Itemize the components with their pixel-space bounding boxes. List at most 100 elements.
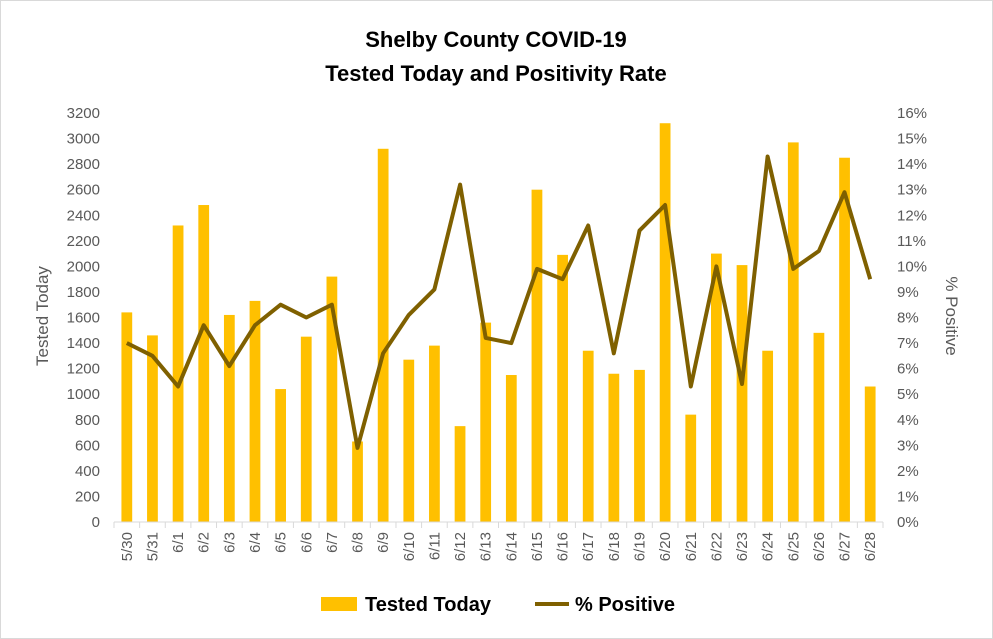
left-axis-tick-label: 2200 bbox=[67, 233, 100, 250]
x-axis-tick-marks bbox=[113, 522, 884, 528]
chart-title-line-1: Shelby County COVID-19 bbox=[365, 27, 627, 52]
right-axis-tick-label: 12% bbox=[897, 207, 927, 224]
x-axis-tick-label: 6/11 bbox=[426, 532, 443, 560]
bar-tested-today bbox=[147, 335, 158, 522]
x-axis-tick-label: 6/28 bbox=[862, 532, 879, 561]
bar-tested-today bbox=[454, 426, 466, 522]
right-axis-tick-label: 1% bbox=[897, 488, 919, 505]
left-axis-tick-label: 200 bbox=[75, 488, 100, 505]
bar-tested-today bbox=[608, 373, 620, 522]
left-axis-tick-label: 3200 bbox=[67, 105, 100, 122]
bar-tested-today bbox=[223, 314, 235, 522]
legend-label-tested-today: Tested Today bbox=[365, 594, 492, 616]
bar-tested-today bbox=[839, 157, 850, 522]
chart-title-line-2: Tested Today and Positivity Rate bbox=[325, 61, 666, 86]
bar-tested-today bbox=[352, 441, 363, 522]
bar-tested-today bbox=[121, 312, 133, 522]
bar-tested-today bbox=[557, 254, 568, 522]
left-axis-tick-label: 1400 bbox=[67, 335, 100, 352]
right-axis-title: % Positive bbox=[942, 276, 961, 355]
bar-tested-today bbox=[300, 336, 312, 522]
right-axis-tick-label: 4% bbox=[897, 412, 919, 429]
x-axis-tick-label: 6/1 bbox=[170, 532, 187, 553]
x-axis-tick-label: 6/5 bbox=[273, 532, 290, 553]
x-axis-tick-label: 6/14 bbox=[503, 532, 520, 561]
x-axis-tick-label: 6/2 bbox=[196, 532, 213, 553]
x-axis-tick-label: 6/25 bbox=[785, 532, 802, 561]
legend-label-percent-positive: % Positive bbox=[575, 594, 675, 616]
bar-tested-today bbox=[711, 253, 722, 522]
x-axis-tick-label: 6/20 bbox=[657, 532, 674, 561]
left-axis-tick-label: 2400 bbox=[67, 207, 100, 224]
x-axis-tick-label: 6/23 bbox=[734, 532, 751, 561]
bar-tested-today bbox=[249, 300, 261, 522]
bar-tested-today bbox=[787, 142, 799, 522]
bar-tested-today bbox=[864, 386, 876, 522]
legend-swatch-tested-today bbox=[321, 597, 357, 611]
left-axis-tick-label: 400 bbox=[75, 463, 100, 480]
x-axis-tick-label: 6/15 bbox=[529, 532, 546, 561]
right-axis-tick-label: 16% bbox=[897, 105, 927, 122]
right-axis-tick-label: 5% bbox=[897, 386, 919, 403]
right-axis-tick-label: 13% bbox=[897, 182, 927, 199]
right-axis-tick-label: 10% bbox=[897, 258, 927, 275]
bar-tested-today bbox=[762, 350, 774, 522]
bar-tested-today bbox=[634, 369, 645, 522]
right-axis-tick-label: 9% bbox=[897, 284, 919, 301]
right-axis-tick-labels: 0% 1% 2% 3% 4% 5% 6% 7% 8% 9% 10% 11% 12% 13% 14% 15% 16… bbox=[897, 105, 927, 531]
x-axis-tick-label: 6/16 bbox=[555, 532, 572, 561]
x-axis-tick-label: 6/3 bbox=[221, 532, 238, 553]
bar-tested-today bbox=[480, 322, 492, 522]
bar-tested-today bbox=[198, 205, 210, 522]
bar-tested-today bbox=[582, 350, 594, 522]
bar-tested-today bbox=[813, 332, 825, 522]
x-axis-tick-label: 6/7 bbox=[324, 532, 341, 553]
left-axis-tick-label: 1800 bbox=[67, 284, 100, 301]
left-axis-tick-label: 800 bbox=[75, 412, 100, 429]
right-axis-tick-label: 8% bbox=[897, 310, 919, 327]
x-axis-tick-label: 6/22 bbox=[708, 532, 725, 561]
right-axis-tick-label: 11% bbox=[897, 233, 926, 250]
bar-tested-today bbox=[275, 389, 286, 522]
legend: Tested Today % Positive bbox=[321, 594, 675, 616]
right-axis-tick-label: 2% bbox=[897, 463, 919, 480]
right-axis-tick-label: 0% bbox=[897, 514, 919, 531]
bar-tested-today bbox=[531, 189, 543, 522]
right-axis-tick-label: 7% bbox=[897, 335, 919, 352]
left-axis-tick-label: 0 bbox=[92, 514, 100, 531]
bar-tested-today bbox=[659, 123, 671, 522]
x-axis-tick-label: 6/19 bbox=[631, 532, 648, 561]
x-axis-tick-label: 5/31 bbox=[144, 532, 161, 561]
right-axis-tick-label: 15% bbox=[897, 131, 927, 148]
x-axis-tick-label: 6/12 bbox=[452, 532, 469, 561]
bar-tested-today bbox=[403, 359, 415, 522]
bar-tested-today bbox=[685, 414, 697, 522]
bar-tested-today bbox=[377, 148, 389, 522]
x-axis-tick-label: 6/13 bbox=[478, 532, 495, 561]
x-axis-tick-label: 6/18 bbox=[606, 532, 623, 561]
x-axis-tick-label: 6/8 bbox=[350, 532, 367, 553]
bar-tested-today bbox=[326, 276, 338, 522]
right-axis-tick-label: 14% bbox=[897, 156, 927, 173]
x-axis-tick-label: 6/9 bbox=[375, 532, 392, 553]
right-axis-tick-label: 6% bbox=[897, 361, 919, 378]
bar-tested-today bbox=[505, 375, 517, 522]
percent-positive-line bbox=[125, 154, 873, 450]
x-axis-tick-labels: 5/30 5/31 6/1 6/2 6/3 6/4 6/5 6/6 6/7 6/8 6/9 6/10 6… bbox=[119, 532, 879, 561]
left-axis-tick-label: 2000 bbox=[67, 258, 100, 275]
x-axis-tick-label: 6/26 bbox=[811, 532, 828, 561]
left-axis-tick-label: 600 bbox=[75, 437, 100, 454]
x-axis-tick-label: 5/30 bbox=[119, 532, 136, 561]
x-axis-tick-label: 6/6 bbox=[298, 532, 315, 553]
left-axis-title: Tested Today bbox=[33, 266, 52, 366]
bar-tested-today bbox=[429, 345, 440, 522]
left-axis-tick-label: 1200 bbox=[67, 361, 100, 378]
left-axis-tick-label: 2600 bbox=[67, 182, 100, 199]
left-axis-tick-label: 1000 bbox=[67, 386, 100, 403]
left-axis-tick-label: 2800 bbox=[67, 156, 100, 173]
left-axis-tick-label: 1600 bbox=[67, 310, 100, 327]
left-axis-tick-labels: 0 200 400 600 800 1000 1200 1400 1600 1800 2000 220… bbox=[67, 105, 100, 531]
bar-tested-today bbox=[736, 265, 748, 522]
